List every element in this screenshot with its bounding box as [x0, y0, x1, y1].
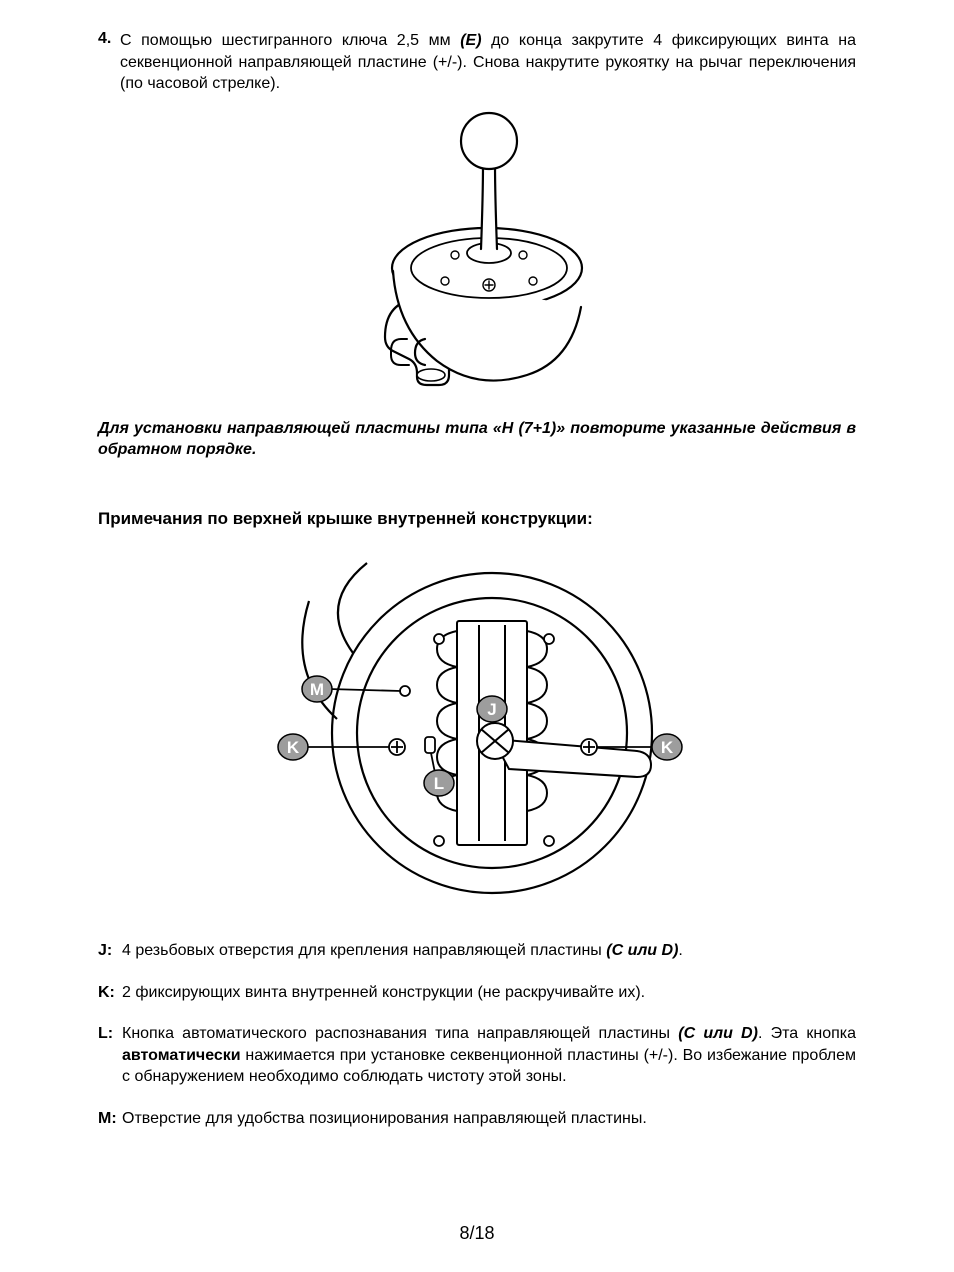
- definition-k-body: 2 фиксирующих винта внутренней конструкц…: [122, 982, 856, 1004]
- definition-l-body: Кнопка автоматического распознавания тип…: [122, 1023, 856, 1088]
- definition-j: J: 4 резьбовых отверстия для крепления н…: [98, 940, 856, 962]
- definition-l-pre: Кнопка автоматического распознавания тип…: [122, 1025, 678, 1042]
- step-4-ref-e: (E): [460, 32, 481, 49]
- label-k-right-icon: K: [652, 734, 682, 760]
- definition-j-pre: 4 резьбовых отверстия для крепления напр…: [122, 942, 606, 959]
- label-l-icon: L: [424, 770, 454, 796]
- figure-shifter: [98, 103, 856, 408]
- document-page: 4. С помощью шестигранного ключа 2,5 мм …: [0, 0, 954, 1272]
- label-l-text: L: [434, 774, 444, 793]
- definition-l-mid1: . Эта кнопка: [758, 1025, 856, 1042]
- definition-m-body: Отверстие для удобства позиционирования …: [122, 1108, 856, 1130]
- definition-m: M: Отверстие для удобства позиционирован…: [98, 1108, 856, 1130]
- shifter-illustration: [327, 103, 627, 403]
- definition-j-body: 4 резьбовых отверстия для крепления напр…: [122, 940, 856, 962]
- definition-l-key: L:: [98, 1023, 122, 1088]
- definition-j-post: .: [678, 942, 682, 959]
- figure-top-cover: M K K J L: [98, 543, 856, 918]
- definition-j-key: J:: [98, 940, 122, 962]
- step-4-number: 4.: [98, 30, 120, 95]
- definition-k: K: 2 фиксирующих винта внутренней констр…: [98, 982, 856, 1004]
- definition-l: L: Кнопка автоматического распознавания …: [98, 1023, 856, 1088]
- label-j-icon: J: [477, 696, 507, 722]
- definition-m-key: M:: [98, 1108, 122, 1130]
- step-4-text-pre: С помощью шестигранного ключа 2,5 мм: [120, 32, 460, 49]
- step-4: 4. С помощью шестигранного ключа 2,5 мм …: [98, 30, 856, 95]
- label-j-text: J: [487, 700, 496, 719]
- definition-j-em: (C или D): [606, 942, 678, 959]
- definition-l-auto: автоматически: [122, 1047, 241, 1064]
- label-k-right-text: K: [661, 738, 674, 757]
- reverse-note: Для установки направляющей пластины типа…: [98, 418, 856, 461]
- label-m-text: M: [310, 680, 324, 699]
- label-k-left-icon: K: [278, 734, 308, 760]
- top-cover-illustration: M K K J L: [257, 543, 697, 913]
- definition-l-em: (C или D): [678, 1025, 758, 1042]
- definitions-list: J: 4 резьбовых отверстия для крепления н…: [98, 940, 856, 1130]
- label-m-icon: M: [302, 676, 332, 702]
- page-number: 8/18: [0, 1223, 954, 1244]
- step-4-body: С помощью шестигранного ключа 2,5 мм (E)…: [120, 30, 856, 95]
- notes-heading: Примечания по верхней крышке внутренней …: [98, 509, 856, 529]
- definition-k-key: K:: [98, 982, 122, 1004]
- label-k-left-text: K: [287, 738, 300, 757]
